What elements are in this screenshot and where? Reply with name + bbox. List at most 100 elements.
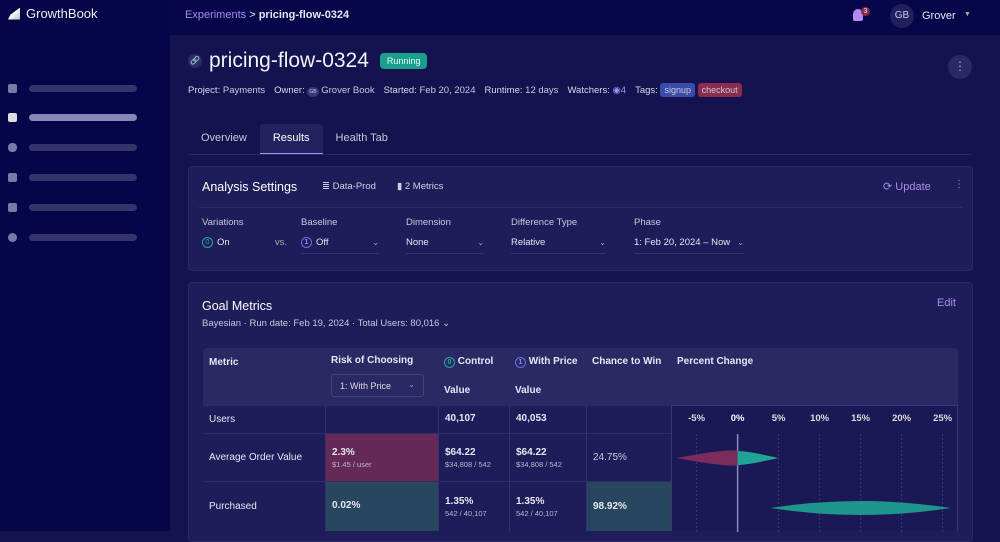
axis-tick-label: -5% [688, 413, 705, 424]
table-cell-metric: Average Order Value [209, 452, 303, 463]
dimension-select[interactable]: Dimension None ⌄ [406, 217, 484, 254]
caret-down-icon[interactable]: ▼ [964, 11, 971, 18]
datasource: ≣ Data-Prod [322, 181, 376, 192]
nav-item-settings[interactable] [8, 232, 138, 242]
breadcrumb: Experiments > pricing-flow-0324 [185, 9, 350, 21]
sidebar: GrowthBook [0, 0, 170, 531]
header-variant: 1 With Price [515, 356, 578, 368]
header-chance-to-win: Chance to Win [592, 356, 662, 367]
runtime: 12 days [525, 85, 559, 96]
variations-field: Variations 0 On vs. [202, 217, 287, 248]
analysis-settings-title: Analysis Settings [202, 180, 298, 194]
more-options-button[interactable]: ⋮ [948, 55, 972, 79]
breadcrumb-experiments-link[interactable]: Experiments [185, 9, 247, 21]
table-cell-risk: 2.3% $1.45 / user [325, 434, 438, 481]
table-header [203, 348, 958, 405]
top-bar: Experiments > pricing-flow-0324 3 GB Gro… [170, 0, 1000, 35]
owner: Grover Book [321, 85, 375, 96]
gear-icon [8, 232, 17, 242]
tag-checkout[interactable]: checkout [697, 83, 742, 97]
difference-type-select[interactable]: Difference Type Relative ⌄ [511, 217, 606, 254]
tab-divider [188, 154, 972, 155]
nav-item-experiments[interactable] [8, 112, 138, 122]
table-cell-variant: 40,053 [509, 406, 586, 433]
risk-variation-select[interactable]: 1: With Price ⌄ [331, 374, 424, 397]
edit-button[interactable]: Edit [937, 297, 956, 309]
nav-item-reports[interactable] [8, 172, 138, 182]
goal-metrics-summary[interactable]: Bayesian · Run date: Feb 19, 2024 · Tota… [202, 318, 451, 329]
chevron-down-icon: ⌄ [408, 380, 415, 389]
started-date: Feb 20, 2024 [419, 85, 476, 96]
flag-icon [8, 83, 17, 93]
analysis-settings-card: Analysis Settings ≣ Data-Prod ▮ 2 Metric… [188, 166, 973, 271]
table-cell-metric: Users [209, 414, 236, 425]
database-icon: ≣ [322, 181, 330, 192]
table-cell-ctw [586, 406, 671, 433]
baseline-select[interactable]: Baseline 1 Off ⌄ [301, 217, 379, 254]
eye-icon: ◉ [612, 85, 621, 96]
analysis-more-button[interactable]: ⋮ [954, 179, 964, 190]
axis-tick-label: 10% [810, 413, 830, 424]
axis-tick-label: 5% [772, 413, 786, 424]
table-cell-ctw: 24.75% [586, 434, 671, 481]
nav-item-metrics[interactable] [8, 142, 138, 152]
table-cell-control: 40,107 [438, 406, 509, 433]
database-icon [8, 142, 17, 152]
tabs: Overview Results Health Tab [188, 124, 401, 155]
variation-badge: 0 [202, 237, 213, 248]
row-divider [203, 481, 671, 482]
user-name[interactable]: Grover [922, 10, 956, 22]
axis-tick-label: 15% [851, 413, 871, 424]
table-cell-variant: 1.35% 542 / 40,107 [509, 482, 586, 531]
axis-tick-label: 25% [933, 413, 953, 424]
phase-select[interactable]: Phase 1: Feb 20, 2024 – Now ⌄ [634, 217, 744, 254]
flask-icon [8, 112, 17, 122]
axis-tick-label: 0% [731, 413, 745, 424]
row-divider [203, 433, 671, 434]
avatar[interactable]: GB [890, 4, 914, 28]
chevron-down-icon: ⌄ [599, 238, 606, 247]
page-title: pricing-flow-0324 [209, 49, 369, 72]
tab-results[interactable]: Results [259, 124, 323, 155]
owner-avatar: GB [307, 87, 319, 97]
nav-item-features[interactable] [8, 83, 138, 93]
metrics-count: ▮ 2 Metrics [397, 181, 444, 192]
chevron-down-icon: ⌄ [737, 238, 744, 247]
bell-icon[interactable] [853, 9, 863, 21]
notification-count: 3 [861, 7, 870, 16]
chevron-down-icon: ⌄ [477, 238, 484, 247]
axis-tick-label: 20% [892, 413, 912, 424]
row-divider [203, 405, 671, 406]
tag-signup[interactable]: signup [660, 83, 695, 97]
tab-overview[interactable]: Overview [201, 132, 247, 144]
update-button[interactable]: ⟳ Update [883, 181, 931, 193]
violin-1 [770, 501, 951, 515]
code-icon [8, 202, 17, 212]
chevron-down-icon: ⌄ [442, 318, 451, 329]
table-cell-risk [325, 406, 438, 433]
divider [199, 207, 962, 208]
link-icon[interactable]: 🔗 [188, 54, 202, 68]
header-control: 0 Control [444, 356, 493, 368]
header-risk: Risk of Choosing [331, 355, 414, 366]
header-variant-value: Value [515, 385, 542, 396]
table-cell-control: 1.35% 542 / 40,107 [438, 482, 509, 531]
clipboard-icon [8, 172, 17, 182]
nav-item-sdk[interactable] [8, 202, 138, 212]
violin-positive-0 [737, 451, 779, 465]
table-cell-variant: $64.22 $34,808 / 542 [509, 434, 586, 481]
chevron-down-icon: ⌄ [372, 238, 379, 247]
project: Payments [222, 85, 266, 96]
header-control-value: Value [444, 385, 471, 396]
table-cell-ctw: 98.92% [586, 482, 671, 531]
violin-negative-0 [676, 450, 738, 466]
header-metric: Metric [209, 357, 239, 368]
watchers-count[interactable]: 4 [620, 85, 627, 96]
tab-health[interactable]: Health Tab [335, 132, 388, 144]
experiment-header: 🔗 pricing-flow-0324 Running [188, 49, 428, 73]
logo[interactable]: GrowthBook [8, 6, 98, 21]
table-cell-control: $64.22 $34,808 / 542 [438, 434, 509, 481]
table-cell-metric: Purchased [209, 501, 257, 512]
goal-metrics-title: Goal Metrics [202, 299, 273, 313]
table-cell-risk: 0.02% [325, 482, 438, 531]
